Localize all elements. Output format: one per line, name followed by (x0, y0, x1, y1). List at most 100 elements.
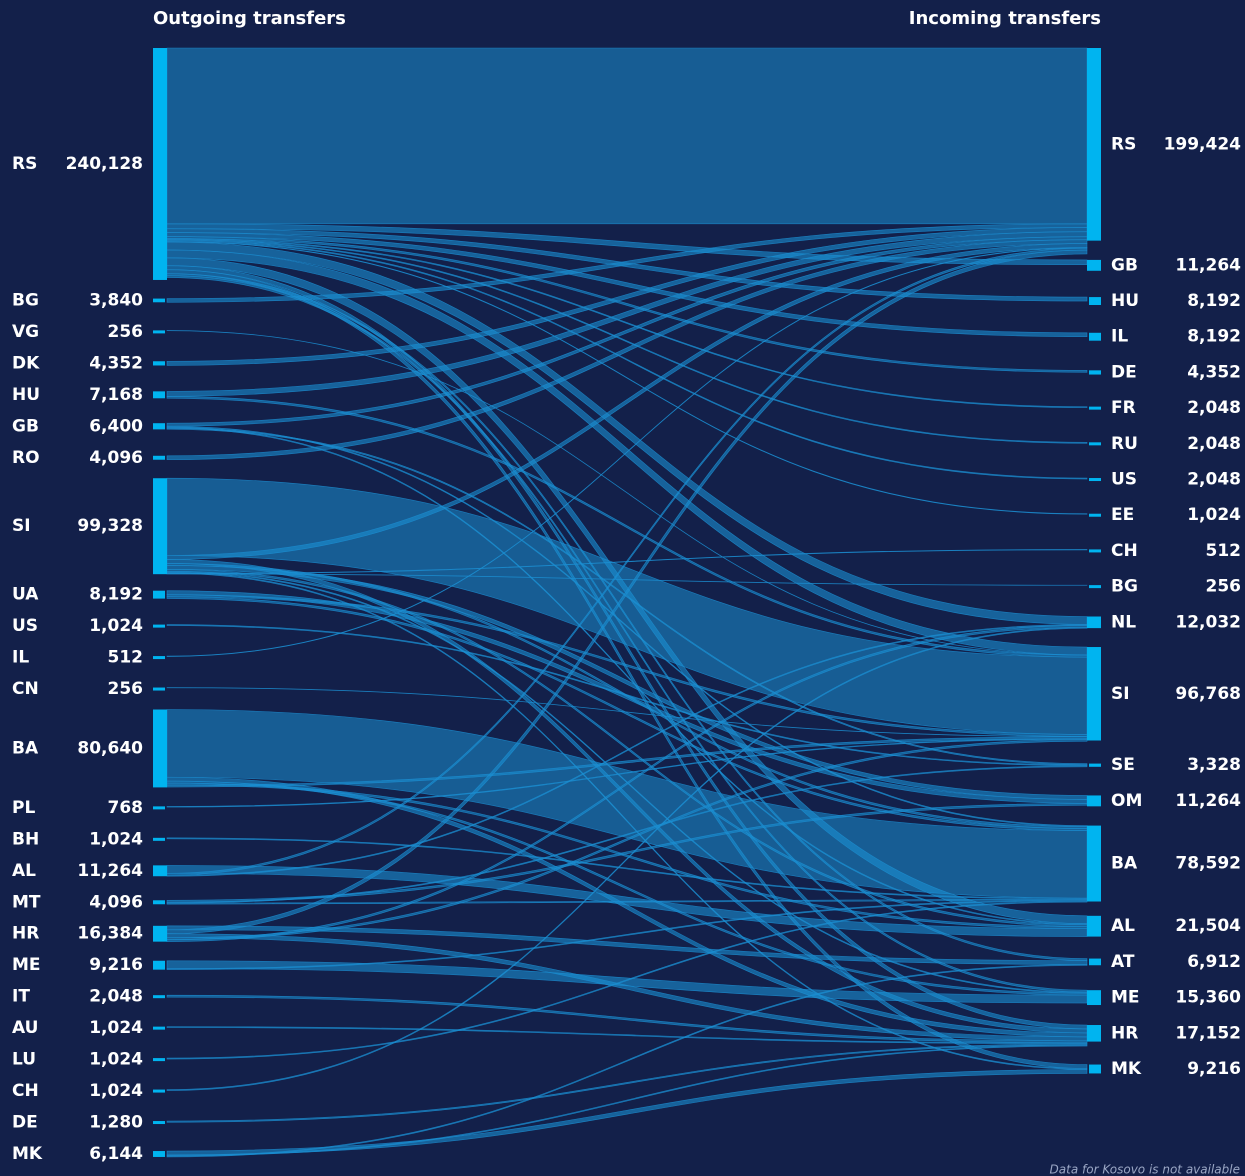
node (153, 1089, 165, 1093)
node (1087, 259, 1101, 271)
node-value: 3,328 (1187, 755, 1241, 775)
flow (166, 239, 1088, 461)
node-value: 1,024 (89, 1081, 143, 1101)
node-value: 80,640 (77, 738, 143, 758)
node-value: 2,048 (1187, 398, 1241, 418)
node (1087, 48, 1101, 241)
node-value: 6,144 (89, 1144, 143, 1164)
flow (166, 236, 1088, 373)
node (153, 995, 165, 999)
node-value: 1,024 (89, 1018, 143, 1038)
node (1089, 442, 1101, 446)
node-value: 1,024 (89, 1050, 143, 1070)
node (1089, 370, 1101, 375)
links (166, 47, 1088, 1158)
node-value: 2,048 (1187, 434, 1241, 454)
node-label: DE (12, 1113, 38, 1133)
node-label: BH (12, 829, 39, 849)
flow (166, 249, 1088, 935)
node-label: HU (1111, 291, 1139, 311)
node (1089, 406, 1101, 410)
nodes: RS 240,128 BG 3,840 VG 256 DK 4,352 HU 7,168 GB 6,4… (12, 48, 1241, 1164)
node (1089, 332, 1101, 341)
node (1087, 915, 1101, 937)
node (153, 455, 165, 460)
node-label: IL (1111, 327, 1128, 347)
node-label: VG (12, 322, 39, 342)
node-value: 240,128 (66, 154, 143, 174)
node-value: 8,192 (1187, 327, 1241, 347)
node-label: BG (12, 290, 39, 310)
node (153, 925, 167, 942)
node-label: MK (12, 1144, 43, 1164)
left-title: Outgoing transfers (153, 8, 346, 29)
flow (166, 47, 1088, 225)
node-label: AT (1111, 952, 1135, 972)
node-value: 99,328 (77, 516, 143, 536)
node (1087, 825, 1101, 902)
flow (166, 900, 1088, 1060)
node-label: US (12, 616, 38, 636)
node (153, 361, 165, 366)
node-label: HU (12, 385, 40, 405)
node-value: 199,424 (1164, 134, 1242, 154)
node (1089, 958, 1101, 966)
node-label: ME (12, 955, 41, 975)
node-label: CH (1111, 541, 1138, 561)
node-value: 16,384 (77, 924, 143, 944)
node-value: 4,096 (89, 448, 143, 468)
node (153, 330, 165, 334)
node-label: EE (1111, 505, 1134, 525)
node (1087, 990, 1101, 1006)
right-title: Incoming transfers (909, 8, 1101, 29)
node-label: DE (1111, 362, 1137, 382)
node-value: 4,352 (89, 353, 143, 373)
node-value: 11,264 (1175, 791, 1241, 811)
node (153, 960, 165, 970)
node (1087, 647, 1101, 741)
node (153, 391, 165, 399)
node (153, 590, 165, 599)
node-value: 6,912 (1187, 952, 1241, 972)
node-value: 7,168 (89, 385, 143, 405)
flow (166, 232, 1088, 338)
node (1089, 513, 1101, 517)
node-label: MK (1111, 1059, 1142, 1079)
node (153, 48, 167, 280)
node-value: 4,352 (1187, 362, 1241, 382)
flow (166, 241, 1088, 515)
node-label: NL (1111, 612, 1136, 632)
node (1089, 478, 1101, 482)
node-label: US (1111, 470, 1137, 490)
node (153, 900, 165, 905)
node-label: AU (12, 1018, 38, 1038)
node-value: 2,048 (89, 987, 143, 1007)
node-label: UA (12, 585, 39, 605)
node (153, 1026, 165, 1030)
node (153, 1058, 165, 1062)
node-label: AL (12, 861, 36, 881)
node-label: SI (12, 516, 31, 536)
flow (166, 964, 1088, 1158)
node (153, 709, 167, 788)
node (153, 478, 167, 575)
node-value: 256 (1206, 577, 1242, 597)
node (153, 806, 165, 810)
node-label: OM (1111, 791, 1142, 811)
node-value: 4,096 (89, 892, 143, 912)
node-label: ME (1111, 988, 1140, 1008)
node-value: 3,840 (89, 290, 143, 310)
node-label: CH (12, 1081, 39, 1101)
node-label: IL (12, 648, 29, 668)
node-value: 96,768 (1175, 684, 1241, 704)
node-label: GB (1111, 255, 1138, 275)
node-label: IT (12, 987, 30, 1007)
node (153, 687, 165, 691)
node-value: 21,504 (1175, 916, 1241, 936)
node-label: BA (12, 738, 39, 758)
node-value: 15,360 (1175, 988, 1241, 1008)
node-value: 12,032 (1175, 612, 1241, 632)
node (1089, 585, 1101, 589)
node (153, 624, 165, 628)
